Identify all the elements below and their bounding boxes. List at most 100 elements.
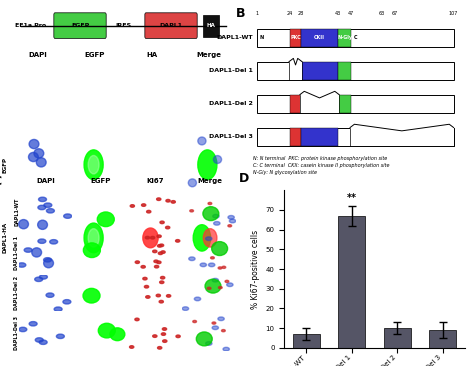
Ellipse shape bbox=[143, 228, 158, 248]
Ellipse shape bbox=[130, 205, 135, 207]
Ellipse shape bbox=[110, 328, 125, 341]
Ellipse shape bbox=[18, 263, 26, 267]
Text: DAPI: DAPI bbox=[28, 52, 47, 58]
Bar bbox=[338, 94, 351, 113]
Ellipse shape bbox=[88, 156, 99, 174]
Ellipse shape bbox=[194, 297, 201, 301]
Ellipse shape bbox=[190, 210, 193, 212]
Text: EGFP: EGFP bbox=[91, 178, 111, 184]
Ellipse shape bbox=[171, 201, 175, 203]
Text: C: C bbox=[353, 35, 357, 40]
Text: EGFP: EGFP bbox=[71, 23, 89, 28]
Ellipse shape bbox=[212, 279, 219, 282]
Ellipse shape bbox=[44, 258, 54, 268]
Ellipse shape bbox=[207, 287, 211, 290]
Bar bbox=[300, 94, 339, 113]
FancyBboxPatch shape bbox=[145, 13, 197, 38]
Bar bbox=[290, 94, 301, 113]
Text: 28: 28 bbox=[298, 11, 304, 15]
Ellipse shape bbox=[46, 209, 55, 213]
Bar bbox=[301, 127, 338, 146]
Ellipse shape bbox=[198, 137, 206, 145]
Ellipse shape bbox=[175, 240, 180, 242]
Ellipse shape bbox=[159, 244, 164, 247]
Ellipse shape bbox=[229, 219, 236, 223]
Ellipse shape bbox=[166, 199, 170, 202]
Text: 47: 47 bbox=[348, 11, 354, 15]
Text: EGFP: EGFP bbox=[2, 157, 7, 173]
Ellipse shape bbox=[39, 340, 47, 344]
Ellipse shape bbox=[84, 150, 103, 179]
Bar bbox=[301, 29, 338, 47]
Ellipse shape bbox=[225, 280, 229, 283]
Text: DAPI: DAPI bbox=[37, 178, 55, 184]
Ellipse shape bbox=[160, 221, 164, 224]
Ellipse shape bbox=[135, 318, 139, 321]
Bar bbox=[338, 61, 351, 80]
Ellipse shape bbox=[29, 139, 39, 149]
Ellipse shape bbox=[153, 335, 157, 337]
Ellipse shape bbox=[227, 283, 233, 287]
Ellipse shape bbox=[142, 204, 146, 206]
Ellipse shape bbox=[46, 293, 54, 297]
Ellipse shape bbox=[141, 266, 146, 268]
Bar bbox=[350, 127, 454, 146]
Ellipse shape bbox=[129, 346, 134, 348]
Ellipse shape bbox=[38, 197, 46, 202]
Ellipse shape bbox=[213, 214, 219, 218]
Ellipse shape bbox=[209, 263, 215, 267]
Bar bbox=[290, 29, 301, 47]
Ellipse shape bbox=[151, 236, 155, 239]
Ellipse shape bbox=[50, 240, 58, 244]
Y-axis label: % Ki67-positive cells: % Ki67-positive cells bbox=[251, 229, 260, 309]
Ellipse shape bbox=[98, 323, 115, 338]
Text: 24: 24 bbox=[287, 11, 293, 15]
Ellipse shape bbox=[198, 150, 217, 179]
Ellipse shape bbox=[157, 261, 161, 264]
Ellipse shape bbox=[153, 250, 157, 253]
Ellipse shape bbox=[212, 322, 216, 324]
Ellipse shape bbox=[135, 261, 139, 264]
FancyBboxPatch shape bbox=[54, 13, 106, 38]
Ellipse shape bbox=[35, 277, 43, 281]
Ellipse shape bbox=[88, 229, 99, 247]
Ellipse shape bbox=[83, 243, 100, 258]
Ellipse shape bbox=[37, 220, 47, 229]
Ellipse shape bbox=[222, 266, 226, 268]
Bar bbox=[301, 61, 338, 80]
Ellipse shape bbox=[156, 294, 160, 297]
Ellipse shape bbox=[188, 179, 196, 187]
Ellipse shape bbox=[161, 276, 165, 279]
Ellipse shape bbox=[146, 236, 149, 239]
Ellipse shape bbox=[210, 257, 214, 259]
Ellipse shape bbox=[221, 329, 225, 332]
Text: EF1a Pro.: EF1a Pro. bbox=[16, 23, 49, 28]
Ellipse shape bbox=[208, 202, 212, 205]
Ellipse shape bbox=[218, 267, 222, 269]
Ellipse shape bbox=[223, 347, 229, 351]
Text: N: N bbox=[260, 35, 264, 40]
Bar bbox=[290, 127, 301, 146]
Ellipse shape bbox=[34, 149, 44, 158]
Ellipse shape bbox=[228, 225, 232, 227]
Text: DAPL1-Del 2: DAPL1-Del 2 bbox=[209, 101, 253, 106]
Ellipse shape bbox=[160, 281, 164, 284]
Bar bbox=[257, 61, 454, 80]
Ellipse shape bbox=[24, 248, 32, 252]
Bar bbox=[338, 29, 351, 47]
Ellipse shape bbox=[203, 207, 219, 221]
Ellipse shape bbox=[214, 221, 220, 225]
Text: DAPL1-Del 1: DAPL1-Del 1 bbox=[14, 236, 19, 269]
Text: DAPL1-Del 3: DAPL1-Del 3 bbox=[209, 134, 253, 139]
Ellipse shape bbox=[212, 242, 228, 255]
Ellipse shape bbox=[36, 158, 46, 167]
Bar bbox=[292, 334, 320, 348]
Text: HA: HA bbox=[146, 52, 157, 58]
Ellipse shape bbox=[163, 328, 166, 330]
Ellipse shape bbox=[203, 229, 217, 247]
Text: 43: 43 bbox=[335, 11, 341, 15]
Ellipse shape bbox=[38, 205, 46, 210]
Ellipse shape bbox=[228, 216, 234, 219]
Text: N-Gly: N glycosylation site: N-Gly: N glycosylation site bbox=[253, 170, 317, 175]
Ellipse shape bbox=[39, 275, 47, 279]
